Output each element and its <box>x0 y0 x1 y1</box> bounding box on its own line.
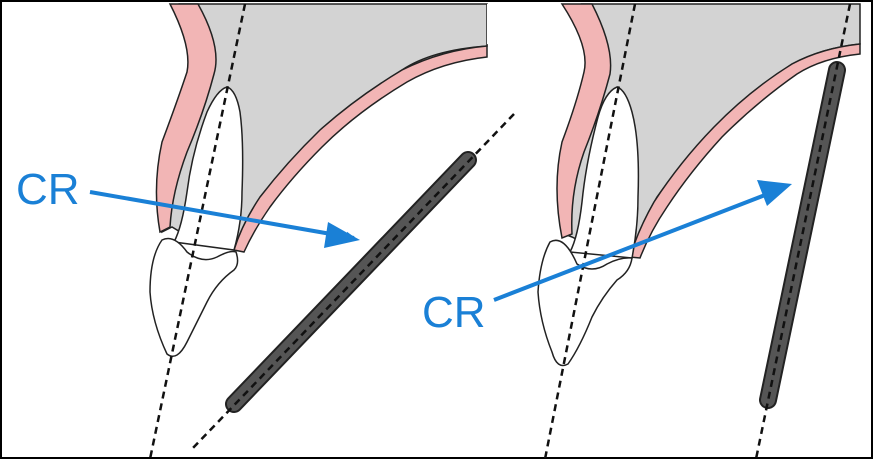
left-gingiva-lingual <box>155 3 217 234</box>
right-tooth-root <box>568 86 640 259</box>
left-tooth-crown <box>149 237 239 357</box>
left-sensor-plane <box>191 113 515 450</box>
right-tooth-crown <box>537 239 633 367</box>
left-arrowhead <box>324 222 360 248</box>
right-cr-label: CR <box>422 288 486 337</box>
left-panel: CR <box>16 3 515 460</box>
left-tooth-axis <box>148 3 247 460</box>
right-gingiva-labial <box>629 43 861 259</box>
left-cr-label: CR <box>16 165 80 214</box>
panel-gap <box>487 4 557 44</box>
left-gingiva-labial <box>233 45 488 253</box>
right-gingiva-lingual <box>556 3 612 240</box>
right-arrowhead <box>757 180 792 206</box>
right-central-ray-arrow <box>493 188 779 302</box>
left-central-ray-arrow <box>89 190 356 242</box>
right-tooth-axis <box>543 3 637 460</box>
right-sensor-plane <box>754 3 852 460</box>
right-panel: CR <box>422 3 861 460</box>
